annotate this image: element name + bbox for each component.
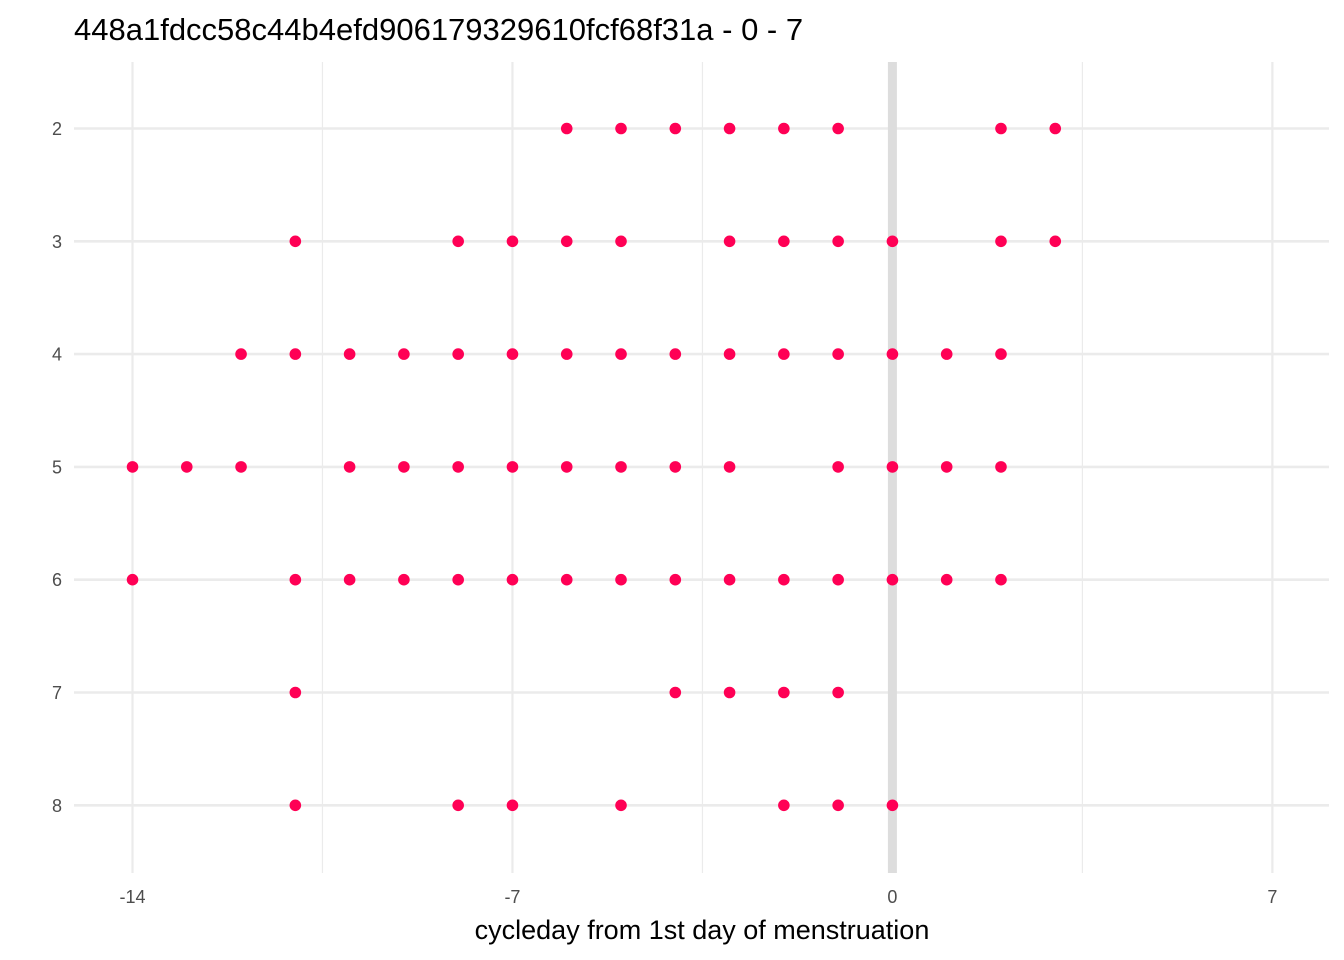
data-point bbox=[289, 235, 302, 248]
data-point bbox=[615, 122, 627, 135]
x-tick-label: 7 bbox=[1267, 887, 1277, 907]
data-point bbox=[452, 573, 464, 586]
data-point bbox=[886, 573, 899, 586]
data-point bbox=[289, 686, 302, 699]
data-point bbox=[343, 348, 356, 360]
data-point bbox=[832, 799, 844, 812]
data-point bbox=[669, 122, 682, 135]
data-point bbox=[832, 573, 844, 586]
data-point bbox=[398, 348, 410, 360]
data-point bbox=[615, 461, 627, 473]
data-point bbox=[723, 348, 736, 360]
data-point bbox=[995, 122, 1007, 135]
data-point bbox=[778, 122, 790, 135]
data-point bbox=[669, 348, 682, 360]
data-point bbox=[832, 122, 844, 135]
data-point bbox=[1049, 235, 1062, 248]
data-point bbox=[235, 348, 247, 360]
data-point bbox=[560, 348, 573, 360]
data-point bbox=[778, 235, 790, 248]
data-point bbox=[398, 461, 410, 473]
data-point bbox=[886, 799, 899, 812]
data-point bbox=[995, 573, 1007, 586]
data-point bbox=[832, 235, 844, 248]
data-point bbox=[560, 573, 573, 586]
data-point bbox=[452, 235, 464, 248]
data-point bbox=[995, 461, 1007, 473]
x-tick-label: 0 bbox=[887, 887, 897, 907]
data-point bbox=[615, 235, 627, 248]
data-point bbox=[506, 799, 519, 812]
x-axis-title: cycleday from 1st day of menstruation bbox=[475, 915, 930, 945]
data-point bbox=[289, 348, 302, 360]
data-point bbox=[940, 461, 953, 473]
data-point bbox=[343, 461, 356, 473]
y-tick-label: 2 bbox=[52, 119, 62, 139]
data-point bbox=[940, 348, 953, 360]
data-point bbox=[778, 686, 790, 699]
y-tick-label: 7 bbox=[52, 683, 62, 703]
data-point bbox=[560, 122, 573, 135]
data-point bbox=[180, 461, 193, 473]
data-point bbox=[506, 461, 519, 473]
data-point bbox=[832, 686, 844, 699]
data-point bbox=[398, 573, 410, 586]
major-gridlines bbox=[74, 62, 1329, 873]
data-point bbox=[615, 799, 627, 812]
data-point bbox=[452, 461, 464, 473]
data-point bbox=[126, 461, 139, 473]
data-points bbox=[126, 122, 1062, 812]
data-point bbox=[995, 348, 1007, 360]
chart-title: 448a1fdcc58c44b4efd906179329610fcf68f31a… bbox=[74, 12, 803, 47]
data-point bbox=[723, 573, 736, 586]
data-point bbox=[832, 348, 844, 360]
data-point bbox=[832, 461, 844, 473]
data-point bbox=[452, 799, 464, 812]
data-point bbox=[289, 799, 302, 812]
data-point bbox=[560, 235, 573, 248]
data-point bbox=[1049, 122, 1062, 135]
data-point bbox=[289, 573, 302, 586]
y-tick-label: 6 bbox=[52, 570, 62, 590]
data-point bbox=[940, 573, 953, 586]
y-tick-label: 5 bbox=[52, 457, 62, 477]
data-point bbox=[669, 686, 682, 699]
y-tick-labels: 2 3 4 5 6 7 8 bbox=[52, 119, 62, 816]
data-point bbox=[995, 235, 1007, 248]
x-tick-labels: -14 -7 0 7 bbox=[119, 887, 1277, 907]
x-tick-label: -14 bbox=[119, 887, 145, 907]
data-point bbox=[560, 461, 573, 473]
data-point bbox=[723, 461, 736, 473]
data-point bbox=[235, 461, 247, 473]
data-point bbox=[669, 461, 682, 473]
data-point bbox=[886, 461, 899, 473]
data-point bbox=[126, 573, 139, 586]
data-point bbox=[886, 348, 899, 360]
data-point bbox=[343, 573, 356, 586]
x-tick-label: -7 bbox=[504, 887, 520, 907]
data-point bbox=[723, 686, 736, 699]
data-point bbox=[778, 573, 790, 586]
y-tick-label: 3 bbox=[52, 232, 62, 252]
y-tick-label: 4 bbox=[52, 345, 62, 365]
data-point bbox=[452, 348, 464, 360]
data-point bbox=[506, 573, 519, 586]
data-point bbox=[886, 235, 899, 248]
data-point bbox=[615, 573, 627, 586]
data-point bbox=[723, 235, 736, 248]
data-point bbox=[506, 235, 519, 248]
data-point bbox=[669, 573, 682, 586]
data-point bbox=[778, 799, 790, 812]
data-point bbox=[615, 348, 627, 360]
data-point bbox=[723, 122, 736, 135]
data-point bbox=[778, 348, 790, 360]
y-tick-label: 8 bbox=[52, 796, 62, 816]
data-point bbox=[506, 348, 519, 360]
